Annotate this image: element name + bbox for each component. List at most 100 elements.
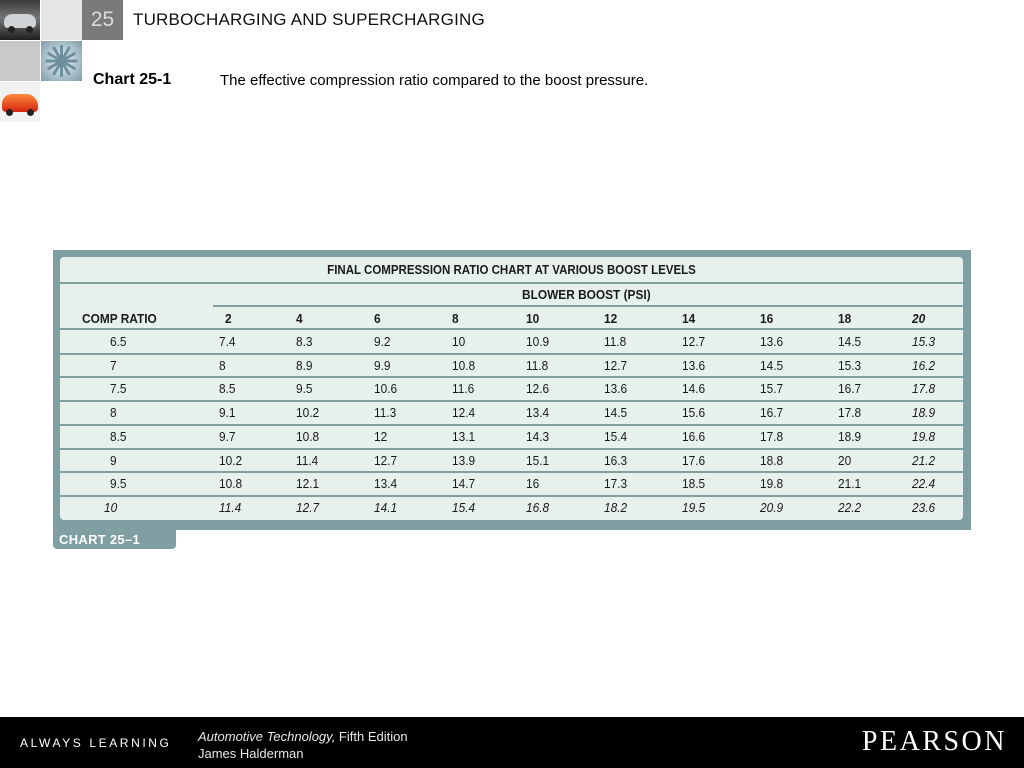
- table-cell: 20: [838, 453, 852, 468]
- book-edition: Fifth Edition: [335, 729, 408, 744]
- table-cell: 17.6: [682, 453, 706, 468]
- table-cell: 13.6: [682, 358, 706, 373]
- comp-ratio-cell: 7.5: [110, 382, 127, 397]
- boost-column-header: 14: [682, 312, 696, 326]
- blank-thumbnail: [0, 41, 40, 81]
- boost-column-header: 12: [604, 312, 618, 326]
- table-cell: 14.5: [838, 335, 862, 349]
- table-cell: 22.4: [912, 477, 936, 492]
- boost-column-header: 20: [912, 312, 926, 326]
- table-cell: 15.6: [682, 406, 706, 421]
- compression-table-panel: FINAL COMPRESSION RATIO CHART AT VARIOUS…: [53, 250, 971, 530]
- table-cell: 13.9: [452, 453, 476, 468]
- table-cell: 16.6: [682, 429, 706, 444]
- red-car-image: [0, 82, 40, 122]
- turbine-wheel-image: [41, 41, 82, 81]
- table-rule: [60, 376, 963, 379]
- table-cell: 16.8: [526, 500, 550, 515]
- table-cell: 11.8: [526, 358, 549, 373]
- table-cell: 11.8: [604, 335, 627, 349]
- table-cell: 10.8: [219, 477, 243, 492]
- book-title: Automotive Technology,: [198, 729, 336, 744]
- chart-label: Chart 25-1: [93, 71, 172, 88]
- table-cell: 20.9: [760, 500, 784, 515]
- chart-caption: The effective compression ratio compared…: [220, 72, 649, 89]
- footer-slogan: ALWAYS LEARNING: [20, 736, 172, 750]
- comp-ratio-cell: 10: [104, 500, 118, 515]
- table-cell: 11.3: [374, 406, 397, 421]
- table-cell: 9.7: [219, 429, 236, 444]
- table-rule: [60, 471, 963, 474]
- table-cell: 11.6: [452, 382, 475, 397]
- table-cell: 16: [526, 477, 540, 492]
- table-cell: 9.1: [219, 406, 236, 421]
- table-cell: 15.1: [526, 453, 550, 468]
- table-rule: [60, 352, 963, 355]
- deck-title: TURBOCHARGING AND SUPERCHARGING: [133, 10, 485, 29]
- table-cell: 9.5: [296, 382, 313, 397]
- table-cell: 23.6: [912, 500, 936, 515]
- table-cell: 19.8: [760, 477, 784, 492]
- table-cell: 13.1: [452, 429, 476, 444]
- table-cell: 14.1: [374, 500, 398, 515]
- table-cell: 19.8: [912, 429, 936, 444]
- boost-column-header: 8: [452, 312, 459, 326]
- header-thumbnails: [0, 0, 82, 124]
- table-cell: 10.8: [296, 429, 320, 444]
- table-rule: [60, 447, 963, 450]
- table-cell: 12.7: [682, 335, 706, 349]
- table-cell: 7.4: [219, 335, 236, 349]
- table-cell: 10.9: [526, 335, 550, 349]
- comp-ratio-cell: 7: [110, 358, 117, 373]
- table-cell: 17.8: [838, 406, 862, 421]
- table-cell: 9.2: [374, 335, 391, 349]
- boost-group-header: BLOWER BOOST (PSI): [522, 288, 651, 302]
- table-cell: 15.4: [452, 500, 476, 515]
- table-cell: 8.5: [219, 382, 236, 397]
- table-cell: 9.9: [374, 358, 391, 373]
- table-cell: 10.6: [374, 382, 398, 397]
- table-cell: 15.4: [604, 429, 628, 444]
- footer-bar: ALWAYS LEARNING Automotive Technology, F…: [0, 717, 1024, 768]
- comp-ratio-cell: 9: [110, 453, 117, 468]
- boost-column-header: 10: [526, 312, 540, 326]
- book-credit: Automotive Technology, Fifth Edition Jam…: [198, 728, 408, 762]
- table-cell: 14.3: [526, 429, 550, 444]
- table-rule: [60, 400, 963, 403]
- table-cell: 8.9: [296, 358, 313, 373]
- compression-table: FINAL COMPRESSION RATIO CHART AT VARIOUS…: [60, 257, 963, 520]
- table-cell: 18.2: [604, 500, 628, 515]
- boost-column-header: 6: [374, 312, 381, 326]
- table-cell: 17.8: [912, 382, 936, 397]
- table-cell: 13.4: [526, 406, 550, 421]
- table-cell: 10.2: [296, 406, 320, 421]
- table-rule: [60, 494, 963, 497]
- table-cell: 10.2: [219, 453, 243, 468]
- comp-ratio-cell: 9.5: [110, 477, 127, 492]
- table-cell: 12: [374, 429, 388, 444]
- blank-thumbnail: [41, 0, 82, 40]
- table-cell: 15.3: [838, 358, 862, 373]
- table-cell: 18.9: [912, 406, 936, 421]
- table-cell: 19.5: [682, 500, 706, 515]
- silver-car-image: [0, 0, 40, 40]
- table-cell: 14.7: [452, 477, 476, 492]
- table-cell: 12.1: [296, 477, 320, 492]
- table-cell: 15.7: [760, 382, 784, 397]
- table-cell: 21.1: [838, 477, 862, 492]
- boost-column-header: 2: [225, 312, 232, 326]
- table-cell: 16.7: [838, 382, 862, 397]
- table-cell: 17.3: [604, 477, 628, 492]
- table-cell: 15.3: [912, 335, 936, 349]
- table-cell: 10: [452, 335, 466, 349]
- table-cell: 12.6: [526, 382, 550, 397]
- table-cell: 14.5: [604, 406, 628, 421]
- book-author: James Halderman: [198, 746, 304, 761]
- table-cell: 18.9: [838, 429, 862, 444]
- table-cell: 10.8: [452, 358, 476, 373]
- table-cell: 12.7: [374, 453, 398, 468]
- table-cell: 16.2: [912, 358, 936, 373]
- table-cell: 8.3: [296, 335, 313, 349]
- table-cell: 12.4: [452, 406, 476, 421]
- table-title: FINAL COMPRESSION RATIO CHART AT VARIOUS…: [327, 263, 696, 277]
